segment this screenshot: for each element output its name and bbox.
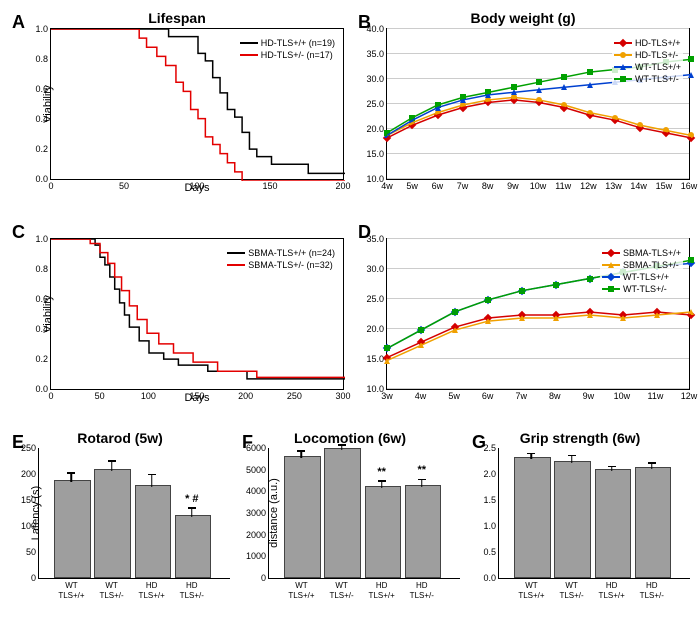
panel-A-title: Lifespan bbox=[10, 10, 344, 26]
bar-G: 0.00.51.01.52.02.5WTTLS+/+WTTLS+/-HDTLS+… bbox=[498, 448, 690, 579]
panel-G: G Grip strength (6w) 0.00.51.01.52.02.5W… bbox=[470, 430, 690, 624]
panel-A: A Lifespan 0.00.20.40.60.81.005010015020… bbox=[10, 10, 344, 212]
bar-F: 0100020003000400050006000distance (a.u.)… bbox=[268, 448, 460, 579]
panel-A-label: A bbox=[12, 12, 25, 33]
chart-D: 10.015.020.025.030.035.03w4w5w6w7w8w9w10… bbox=[386, 238, 690, 390]
panel-E: E Rotarod (5w) 050100150200250Latency (s… bbox=[10, 430, 230, 624]
chart-B: 10.015.020.025.030.035.040.04w5w6w7w8w9w… bbox=[386, 28, 690, 180]
panel-D: D 10.015.020.025.030.035.03w4w5w6w7w8w9w… bbox=[356, 220, 690, 422]
panel-B-title: Body weight (g) bbox=[356, 10, 690, 26]
bar-E: 050100150200250Latency (s)WTTLS+/+WTTLS+… bbox=[38, 448, 230, 579]
panel-B: B Body weight (g) 10.015.020.025.030.035… bbox=[356, 10, 690, 212]
panel-F-title: Locomotion (6w) bbox=[240, 430, 460, 446]
figure-grid: A Lifespan 0.00.20.40.60.81.005010015020… bbox=[10, 10, 690, 624]
panel-G-title: Grip strength (6w) bbox=[470, 430, 690, 446]
chart-C: 0.00.20.40.60.81.0050100150200250300Viab… bbox=[50, 238, 344, 390]
panel-E-title: Rotarod (5w) bbox=[10, 430, 230, 446]
panel-C-label: C bbox=[12, 222, 25, 243]
panel-C: C 0.00.20.40.60.81.0050100150200250300Vi… bbox=[10, 220, 344, 422]
panel-F: F Locomotion (6w) 0100020003000400050006… bbox=[240, 430, 460, 624]
bar-row: E Rotarod (5w) 050100150200250Latency (s… bbox=[10, 430, 690, 624]
chart-A: 0.00.20.40.60.81.0050100150200ViabilityH… bbox=[50, 28, 344, 180]
